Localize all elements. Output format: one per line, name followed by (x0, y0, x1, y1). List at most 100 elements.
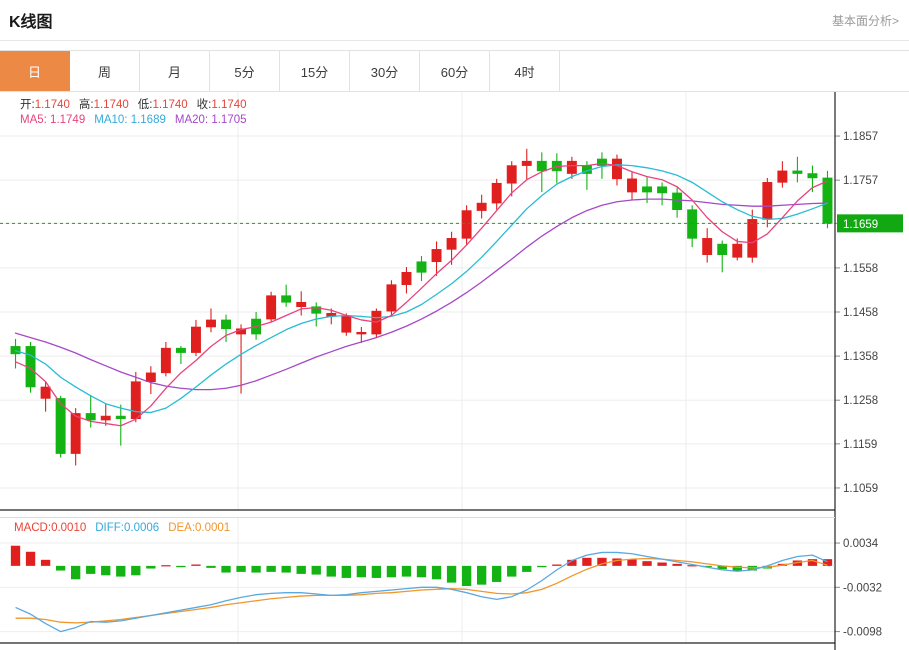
tab-label: 4时 (514, 64, 535, 80)
candle-body (717, 243, 728, 255)
price-axis-label: 1.1458 (843, 307, 878, 319)
macd-histogram-bar (356, 565, 367, 578)
candle-body (175, 347, 186, 353)
macd-panel: MACD:0.0010 DIFF:0.0006 DEA:0.0001 0.0034-… (0, 517, 909, 650)
macd-histogram-bar (10, 545, 21, 566)
candle-body (115, 415, 126, 420)
macd-axis-label: 0.0034 (843, 538, 879, 550)
macd-histogram-bar (522, 565, 532, 572)
macd-histogram-bar (792, 560, 803, 566)
macd-histogram-bar (251, 565, 261, 573)
candle-body (446, 238, 457, 250)
tab-label: 周 (97, 64, 111, 80)
candle-body (160, 347, 171, 374)
ma10-line (14, 164, 829, 414)
tab-2[interactable]: 月 (140, 51, 210, 91)
candle-body (702, 238, 713, 255)
macd-axis-label: -0.0098 (843, 627, 882, 639)
macd-histogram-bar (446, 565, 457, 583)
macd-axis-label: -0.0032 (843, 582, 882, 594)
macd-histogram-bar (732, 565, 742, 572)
macd-histogram-bar (612, 558, 622, 566)
price-axis-label: 1.1757 (843, 175, 878, 187)
candle-body (386, 284, 397, 312)
timeframe-tabbar[interactable]: 日 周 月 5分 15分 30分 60分 4时 (0, 50, 909, 92)
price-axis-label: 1.1159 (843, 439, 877, 451)
candle-body (596, 158, 607, 166)
macd-histogram-bar (116, 565, 126, 577)
candle-body (657, 186, 668, 194)
candle-body (521, 160, 532, 166)
macd-histogram-bar (71, 565, 81, 580)
macd-histogram-bar (386, 565, 397, 578)
tab-5[interactable]: 30分 (350, 51, 420, 91)
candle-body (431, 249, 442, 263)
candle-body (642, 186, 653, 193)
ma20-line (14, 198, 829, 391)
macd-histogram-bar (206, 565, 216, 568)
candle-body (145, 372, 156, 382)
chart-area: 开:1.1740 高:1.1740 低:1.1740 收:1.1740 MA5: 1.… (0, 92, 909, 650)
macd-histogram-bar (296, 565, 306, 574)
candle-body (341, 316, 352, 333)
tab-label: 5分 (234, 64, 255, 80)
candle-body (476, 202, 487, 211)
tab-3[interactable]: 5分 (210, 51, 280, 91)
candle-body (506, 165, 517, 184)
candle-body (311, 306, 322, 314)
candle-body (100, 415, 111, 421)
macd-svg: 0.0034 -0.0032 -0.0098 (0, 517, 882, 650)
candle-body (822, 177, 833, 224)
candle-body (792, 170, 803, 174)
tab-label: 60分 (440, 64, 469, 80)
macd-histogram-bar (672, 563, 682, 566)
fundamental-analysis-link[interactable]: 基本面分析> (831, 13, 899, 28)
candle-body (55, 398, 66, 454)
candle-body (70, 413, 81, 454)
candle-body (190, 326, 201, 353)
header-divider (0, 40, 909, 41)
macd-histogram-bar (687, 565, 697, 567)
macd-histogram-bar (807, 559, 818, 566)
tab-6[interactable]: 60分 (420, 51, 490, 91)
macd-histogram-bar (702, 565, 712, 568)
macd-histogram-bar (55, 565, 66, 571)
page-title: K线图 (9, 14, 53, 31)
macd-histogram-bar (101, 565, 111, 576)
macd-histogram-bar (431, 565, 442, 580)
macd-histogram-bar (86, 565, 96, 574)
macd-histogram-bar (642, 561, 652, 566)
macd-histogram-bar (461, 565, 472, 586)
price-axis-label: 1.1258 (843, 395, 878, 407)
macd-histogram-bar (191, 564, 201, 566)
tabbar-filler (560, 51, 909, 91)
tab-0[interactable]: 日 (0, 51, 70, 91)
macd-histogram-bar (341, 565, 351, 578)
macd-histogram-bar (236, 565, 246, 572)
tab-7[interactable]: 4时 (490, 51, 560, 91)
diff-line (15, 551, 828, 633)
macd-histogram-bar (567, 559, 577, 566)
candle-body (296, 301, 307, 308)
macd-histogram-bar (507, 565, 517, 577)
macd-histogram-bar (582, 557, 592, 566)
candle-body (356, 331, 367, 335)
tab-label: 日 (27, 64, 41, 80)
macd-histogram-bar (476, 565, 487, 585)
price-panel: 开:1.1740 高:1.1740 低:1.1740 收:1.1740 MA5: 1.… (0, 92, 909, 517)
macd-histogram-bar (537, 565, 547, 568)
macd-histogram-bar (597, 557, 607, 566)
candle-body (266, 295, 277, 320)
current-price-tag (837, 214, 903, 233)
macd-histogram-bar (492, 565, 502, 582)
candlestick-svg: 1.1857 1.1757 1.1558 1.1458 1.1358 1.1258 1.11… (0, 92, 903, 517)
tab-4[interactable]: 15分 (280, 51, 350, 91)
macd-histogram-bar (822, 559, 833, 566)
macd-histogram-bar (40, 559, 51, 566)
macd-histogram-bar (371, 565, 382, 578)
candle-body (281, 295, 292, 303)
tab-1[interactable]: 周 (70, 51, 140, 91)
price-axis-label: 1.1358 (843, 351, 878, 363)
candle-body (777, 170, 788, 183)
